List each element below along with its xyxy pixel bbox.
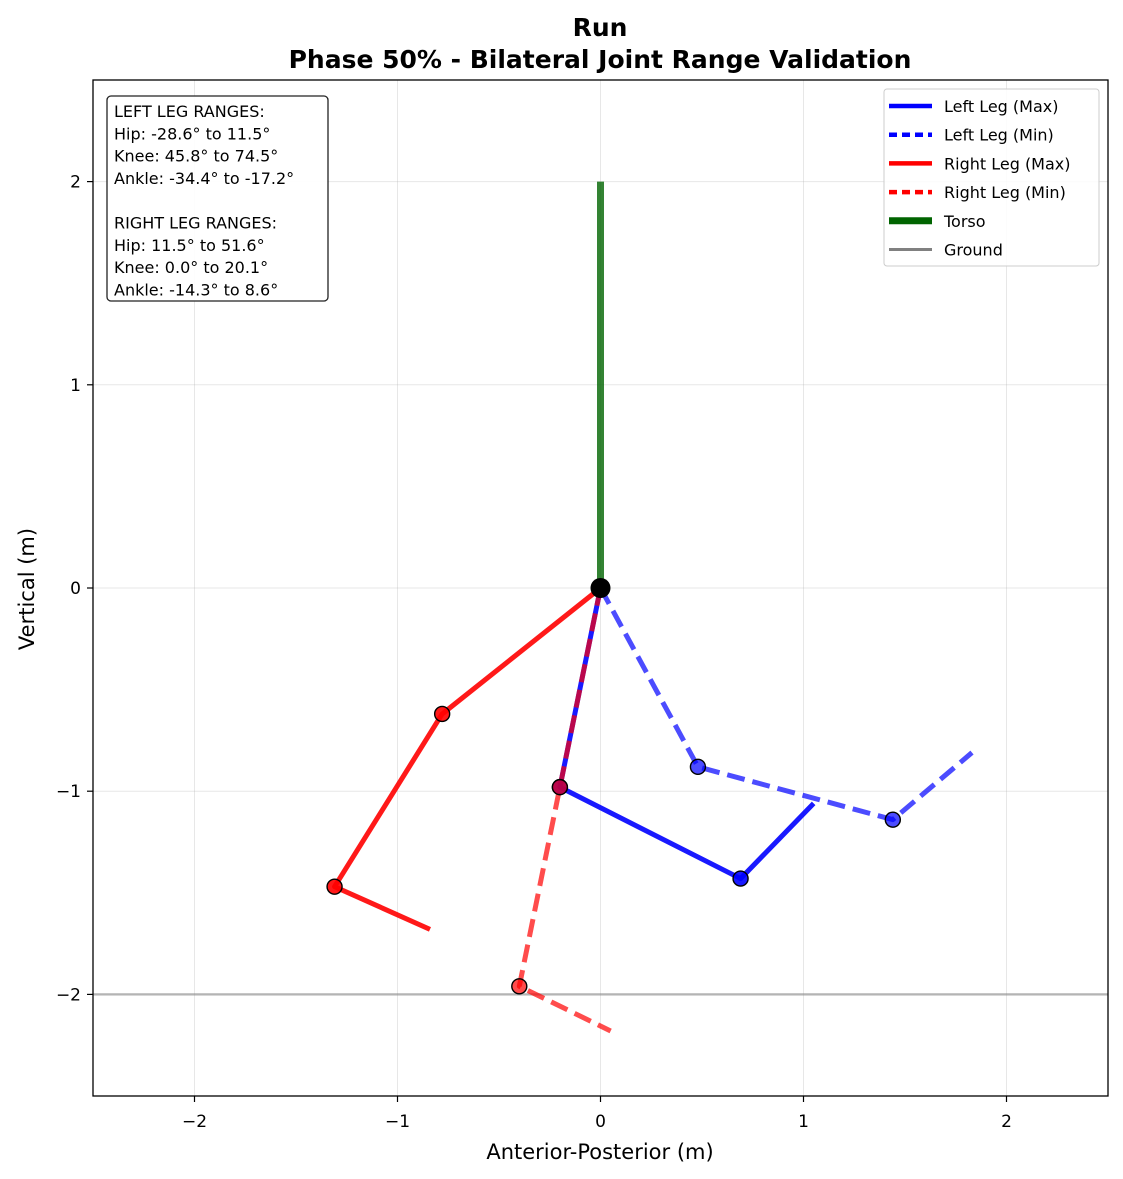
joint-marker <box>884 811 902 828</box>
legend-label: Ground <box>944 241 1003 260</box>
joint-marker <box>689 758 707 776</box>
axis-ticks: −2 −1 0 1 2 −2 −1 0 1 2 <box>56 173 1012 1132</box>
legend: Left Leg (Max) Left Leg (Min) Right Leg (M… <box>883 88 1100 267</box>
x-tick-label: −2 <box>182 1112 207 1132</box>
info-line: LEFT LEG RANGES: <box>114 102 265 121</box>
joint-marker <box>732 870 749 887</box>
joint-marker <box>511 978 528 995</box>
x-tick-label: 1 <box>798 1112 809 1132</box>
legend-label: Torso <box>943 212 986 231</box>
info-line: Knee: 0.0° to 20.1° <box>114 258 268 277</box>
series-line-right-leg-min <box>516 587 612 1034</box>
info-line: Ankle: -14.3° to 8.6° <box>114 280 278 299</box>
series-line-left-leg-min <box>598 586 974 823</box>
y-tick-label: −1 <box>56 782 81 802</box>
joint-marker <box>433 705 451 723</box>
y-tick-label: −2 <box>56 985 81 1005</box>
legend-label: Right Leg (Max) <box>944 154 1071 173</box>
legend-label: Left Leg (Max) <box>944 97 1058 116</box>
info-line: Hip: -28.6° to 11.5° <box>114 124 270 143</box>
info-line: RIGHT LEG RANGES: <box>114 214 277 233</box>
joint-marker <box>326 878 343 895</box>
legend-label: Right Leg (Min) <box>944 183 1066 202</box>
y-axis-label: Vertical (m) <box>15 528 39 650</box>
series-line-left-leg-max <box>557 587 816 882</box>
y-tick-label: 0 <box>70 579 81 599</box>
chart-title: Run <box>573 13 628 42</box>
info-box: LEFT LEG RANGES: Hip: -28.6° to 11.5° Knee… <box>106 95 329 302</box>
info-line: Ankle: -34.4° to -17.2° <box>114 169 294 188</box>
legend-frame <box>883 88 1100 267</box>
x-axis-label: Anterior-Posterior (m) <box>486 1140 713 1164</box>
info-box-frame <box>106 95 329 302</box>
series-line-right-leg-max <box>332 586 603 932</box>
x-tick-label: −1 <box>385 1112 410 1132</box>
info-line: Knee: 45.8° to 74.5° <box>114 147 278 166</box>
chart-subtitle: Phase 50% - Bilateral Joint Range Valida… <box>289 45 912 74</box>
x-tick-label: 0 <box>595 1112 606 1132</box>
y-tick-label: 1 <box>70 376 81 396</box>
legend-label: Left Leg (Min) <box>944 126 1054 145</box>
info-line: Hip: 11.5° to 51.6° <box>114 236 265 255</box>
hip-joint-marker <box>590 578 611 598</box>
y-tick-label: 2 <box>70 173 81 193</box>
x-tick-label: 2 <box>1001 1112 1012 1132</box>
joint-marker <box>551 778 569 796</box>
plot-data <box>93 181 1108 1034</box>
plot-frame <box>92 79 1109 1097</box>
